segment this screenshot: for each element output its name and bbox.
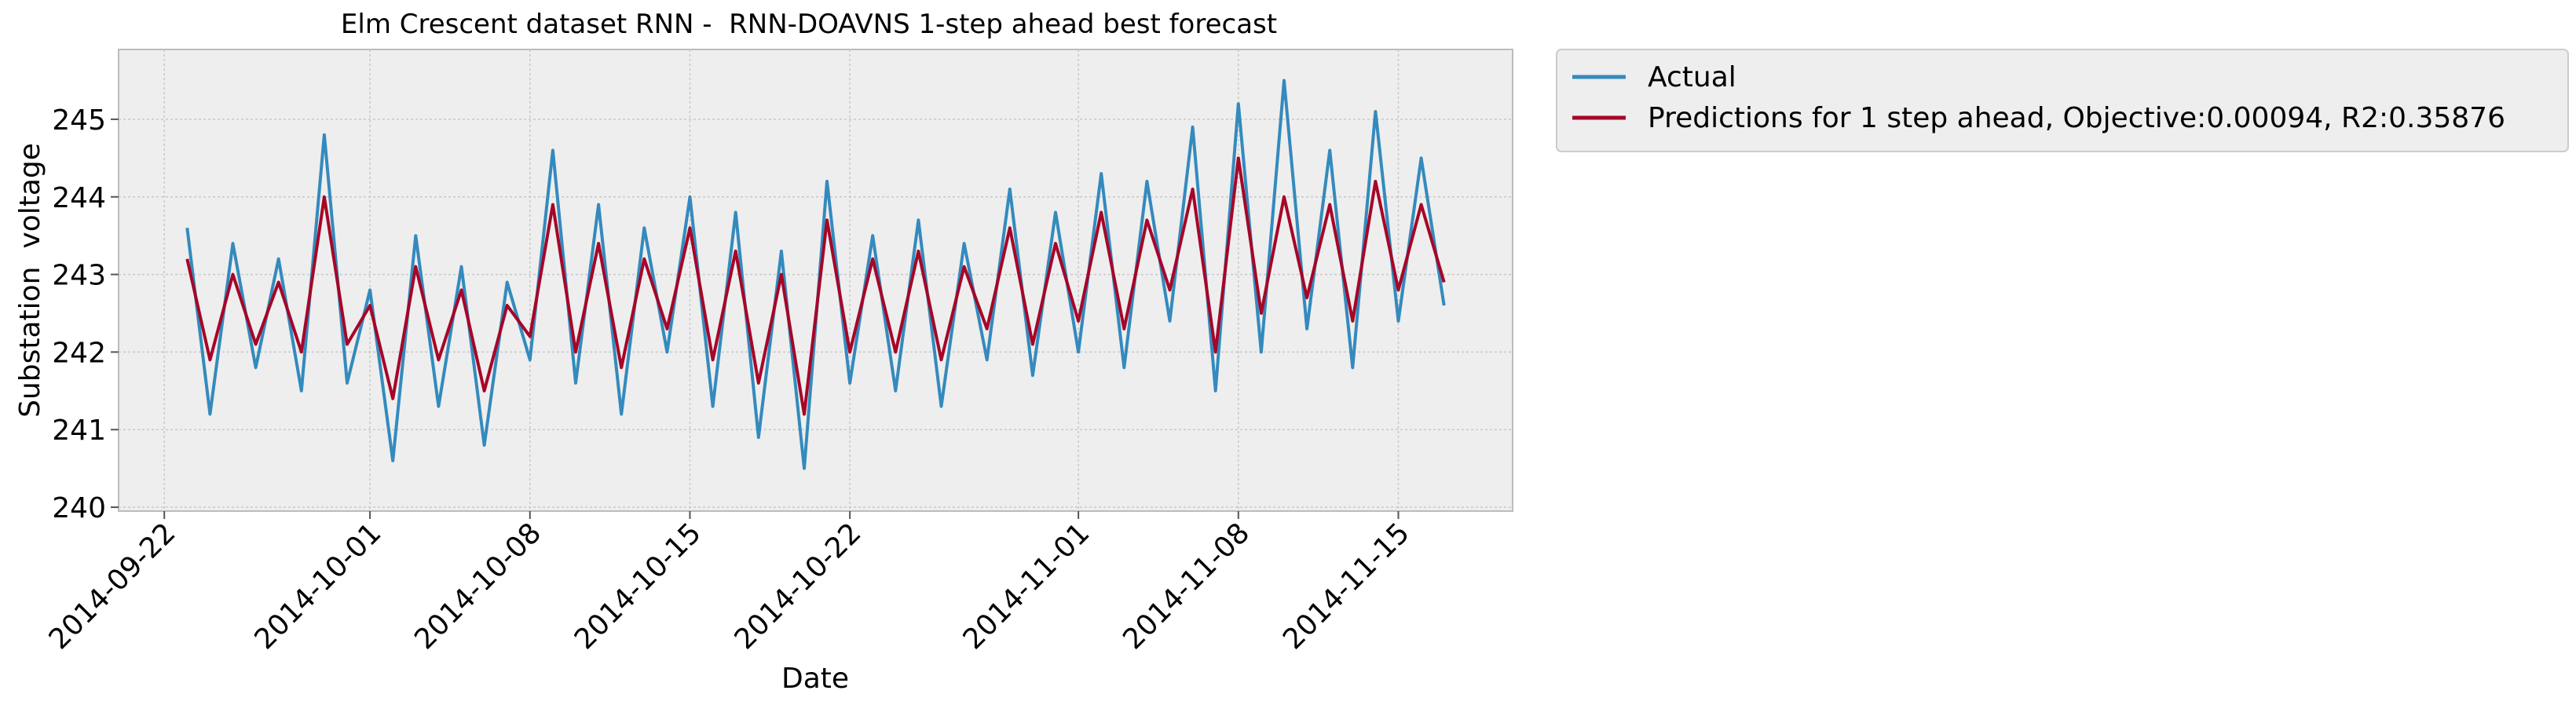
legend-label: Actual: [1648, 61, 1736, 93]
y-axis-label: Substation voltage: [14, 143, 46, 418]
y-tick-label: 245: [52, 104, 106, 137]
series-line: [185, 156, 1446, 416]
x-tick-label: 2014-11-08: [1117, 517, 1256, 656]
chart-title: Elm Crescent dataset RNN - RNN-DOAVNS 1-…: [341, 9, 1277, 40]
x-axis-label: Date: [781, 663, 849, 695]
legend-label: Predictions for 1 step ahead, Objective:…: [1648, 102, 2505, 134]
x-tick-label: 2014-10-15: [569, 517, 708, 656]
grid: [119, 49, 1513, 511]
y-tick-label: 241: [52, 415, 106, 447]
lines: [185, 79, 1446, 470]
y-tick-label: 242: [52, 337, 106, 369]
x-tick-label: 2014-10-01: [249, 517, 388, 656]
x-tick-label: 2014-11-15: [1277, 517, 1416, 656]
x-tick-label: 2014-11-01: [957, 517, 1096, 656]
y-tick-label: 244: [52, 182, 106, 214]
x-tick-label: 2014-10-22: [729, 517, 868, 656]
legend: [1556, 49, 2569, 152]
y-tick-label: 240: [52, 492, 106, 524]
y-tick-label: 243: [52, 260, 106, 292]
x-tick-label: 2014-09-22: [43, 517, 182, 656]
x-tick-label: 2014-10-08: [408, 517, 547, 656]
